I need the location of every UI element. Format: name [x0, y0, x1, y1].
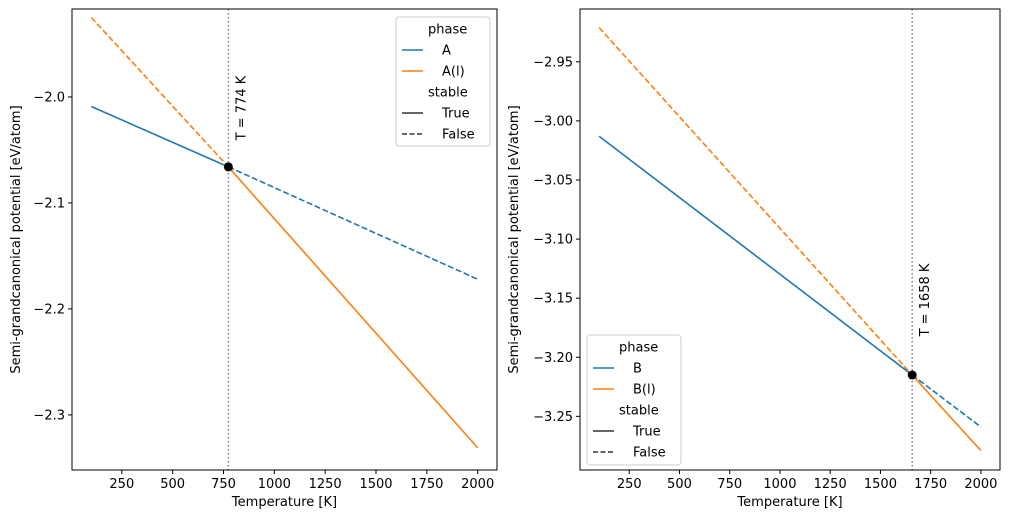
x-tick-label: 1000: [258, 477, 291, 492]
transition-label: T = 1658 K: [918, 263, 933, 337]
transition-point: [907, 370, 917, 380]
series-line-a-stable: [90, 105, 229, 168]
x-axis-title: Temperature [K]: [736, 495, 842, 510]
plot-area: [598, 9, 982, 470]
legend-entry-label: False: [442, 128, 475, 143]
y-tick-label: −3.00: [533, 114, 573, 129]
series-line-al-stable: [227, 166, 479, 449]
series-line-b-unstable: [911, 374, 982, 428]
transition-point: [223, 162, 233, 172]
plot-area: [90, 9, 479, 470]
x-tick-label: 500: [667, 477, 692, 492]
x-tick-label: 250: [109, 477, 134, 492]
legend-header: phase: [428, 23, 467, 38]
legend: phase A A(l) stable True False: [395, 16, 491, 147]
legend-entry-label: True: [441, 107, 470, 122]
x-tick-label: 750: [717, 477, 742, 492]
legend: phase B B(l) stable True False: [586, 334, 682, 466]
series-line-bl-unstable: [598, 27, 913, 376]
y-tick-label: −2.95: [533, 55, 573, 70]
legend-entry-label: A(l): [442, 65, 465, 80]
x-tick-label: 750: [211, 477, 236, 492]
series-line-a-unstable: [228, 166, 479, 280]
axes-frame: [579, 8, 1001, 471]
y-axis-title: Semi-grandcanonical potential [eV/atom]: [507, 105, 522, 373]
axes-frame: [71, 8, 498, 471]
y-tick-label: −2.3: [33, 408, 65, 423]
y-tick-label: −3.10: [533, 233, 573, 248]
legend-header: stable: [428, 86, 468, 101]
legend-entry-label: True: [632, 425, 661, 440]
y-tick-label: −2.0: [33, 90, 65, 105]
y-tick-label: −3.05: [533, 173, 573, 188]
x-tick-label: 1750: [914, 477, 947, 492]
y-tick-label: −2.1: [33, 196, 65, 211]
x-tick-label: 500: [160, 477, 185, 492]
legend-entry-label: False: [633, 446, 666, 461]
x-tick-label: 1000: [763, 477, 796, 492]
legend-header: phase: [619, 341, 658, 356]
y-tick-label: −3.25: [533, 410, 573, 425]
transition-label: T = 774 K: [234, 75, 249, 141]
x-tick-label: 2000: [461, 477, 494, 492]
series-line-b-stable: [598, 135, 913, 376]
x-tick-label: 2000: [964, 477, 997, 492]
series-line-al-unstable: [90, 16, 229, 168]
y-axis-title: Semi-grandcanonical potential [eV/atom]: [9, 105, 24, 373]
x-tick-label: 1500: [359, 477, 392, 492]
x-tick-label: 1500: [864, 477, 897, 492]
x-tick-label: 1750: [410, 477, 443, 492]
x-tick-label: 250: [617, 477, 642, 492]
y-tick-label: −3.20: [533, 351, 573, 366]
x-tick-label: 1250: [309, 477, 342, 492]
panel-1: 250 500 750 1000 1250 1500 1750 2000 −2.0 −2.1 −2.…: [9, 8, 498, 510]
legend-entry-label: B: [633, 362, 642, 377]
y-tick-label: −2.2: [33, 302, 65, 317]
series-line-bl-stable: [911, 374, 982, 452]
legend-entry-label: B(l): [633, 383, 656, 398]
legend-entry-label: A: [442, 44, 451, 59]
y-tick-label: −3.15: [533, 292, 573, 307]
x-axis-title: Temperature [K]: [231, 495, 337, 510]
x-tick-label: 1250: [814, 477, 847, 492]
panel-2: 250 500 750 1000 1250 1500 1750 2000 −2.95 −3.00 −…: [507, 8, 1001, 510]
legend-header: stable: [619, 404, 659, 419]
